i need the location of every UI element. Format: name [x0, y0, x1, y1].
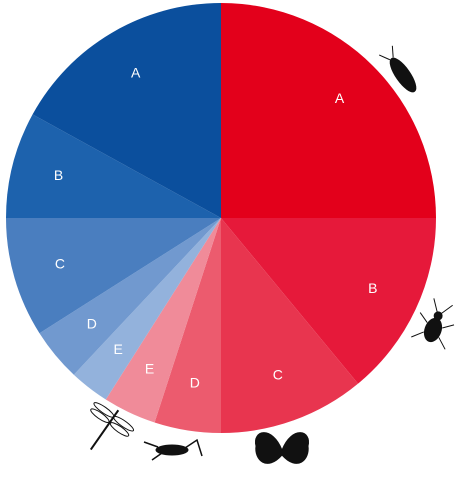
slice-label: B	[368, 280, 377, 296]
beetle-icon	[411, 296, 458, 350]
pie-slice	[221, 3, 436, 218]
slice-label: D	[190, 374, 200, 390]
slice-label: E	[145, 360, 154, 376]
slice-label: B	[54, 167, 63, 183]
slice-label: C	[273, 366, 283, 382]
slice-label: E	[114, 341, 123, 357]
slice-label: C	[55, 255, 65, 271]
butterfly-icon	[255, 433, 308, 464]
chart: A B C D E E D C B A	[0, 0, 458, 479]
cricket-icon	[144, 440, 202, 460]
pie	[6, 3, 436, 433]
slice-label: A	[131, 64, 141, 80]
slice-label: D	[87, 316, 97, 332]
slice-label: A	[335, 90, 345, 106]
